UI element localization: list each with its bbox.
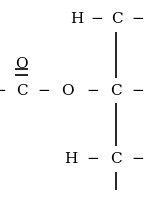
Text: −: − [86,152,99,166]
Text: −: − [38,84,50,98]
Text: −: − [132,84,144,98]
Text: −: − [132,12,144,26]
Text: C: C [16,84,27,98]
Text: −: − [86,84,99,98]
Text: −: − [91,12,103,26]
Text: −: − [0,84,6,98]
Text: C: C [110,84,122,98]
Text: −: − [132,152,144,166]
Text: H: H [64,152,77,166]
Text: C: C [111,12,123,26]
Text: H: H [70,12,84,26]
Text: O: O [61,84,74,98]
Text: O: O [15,57,28,71]
Text: C: C [110,152,122,166]
